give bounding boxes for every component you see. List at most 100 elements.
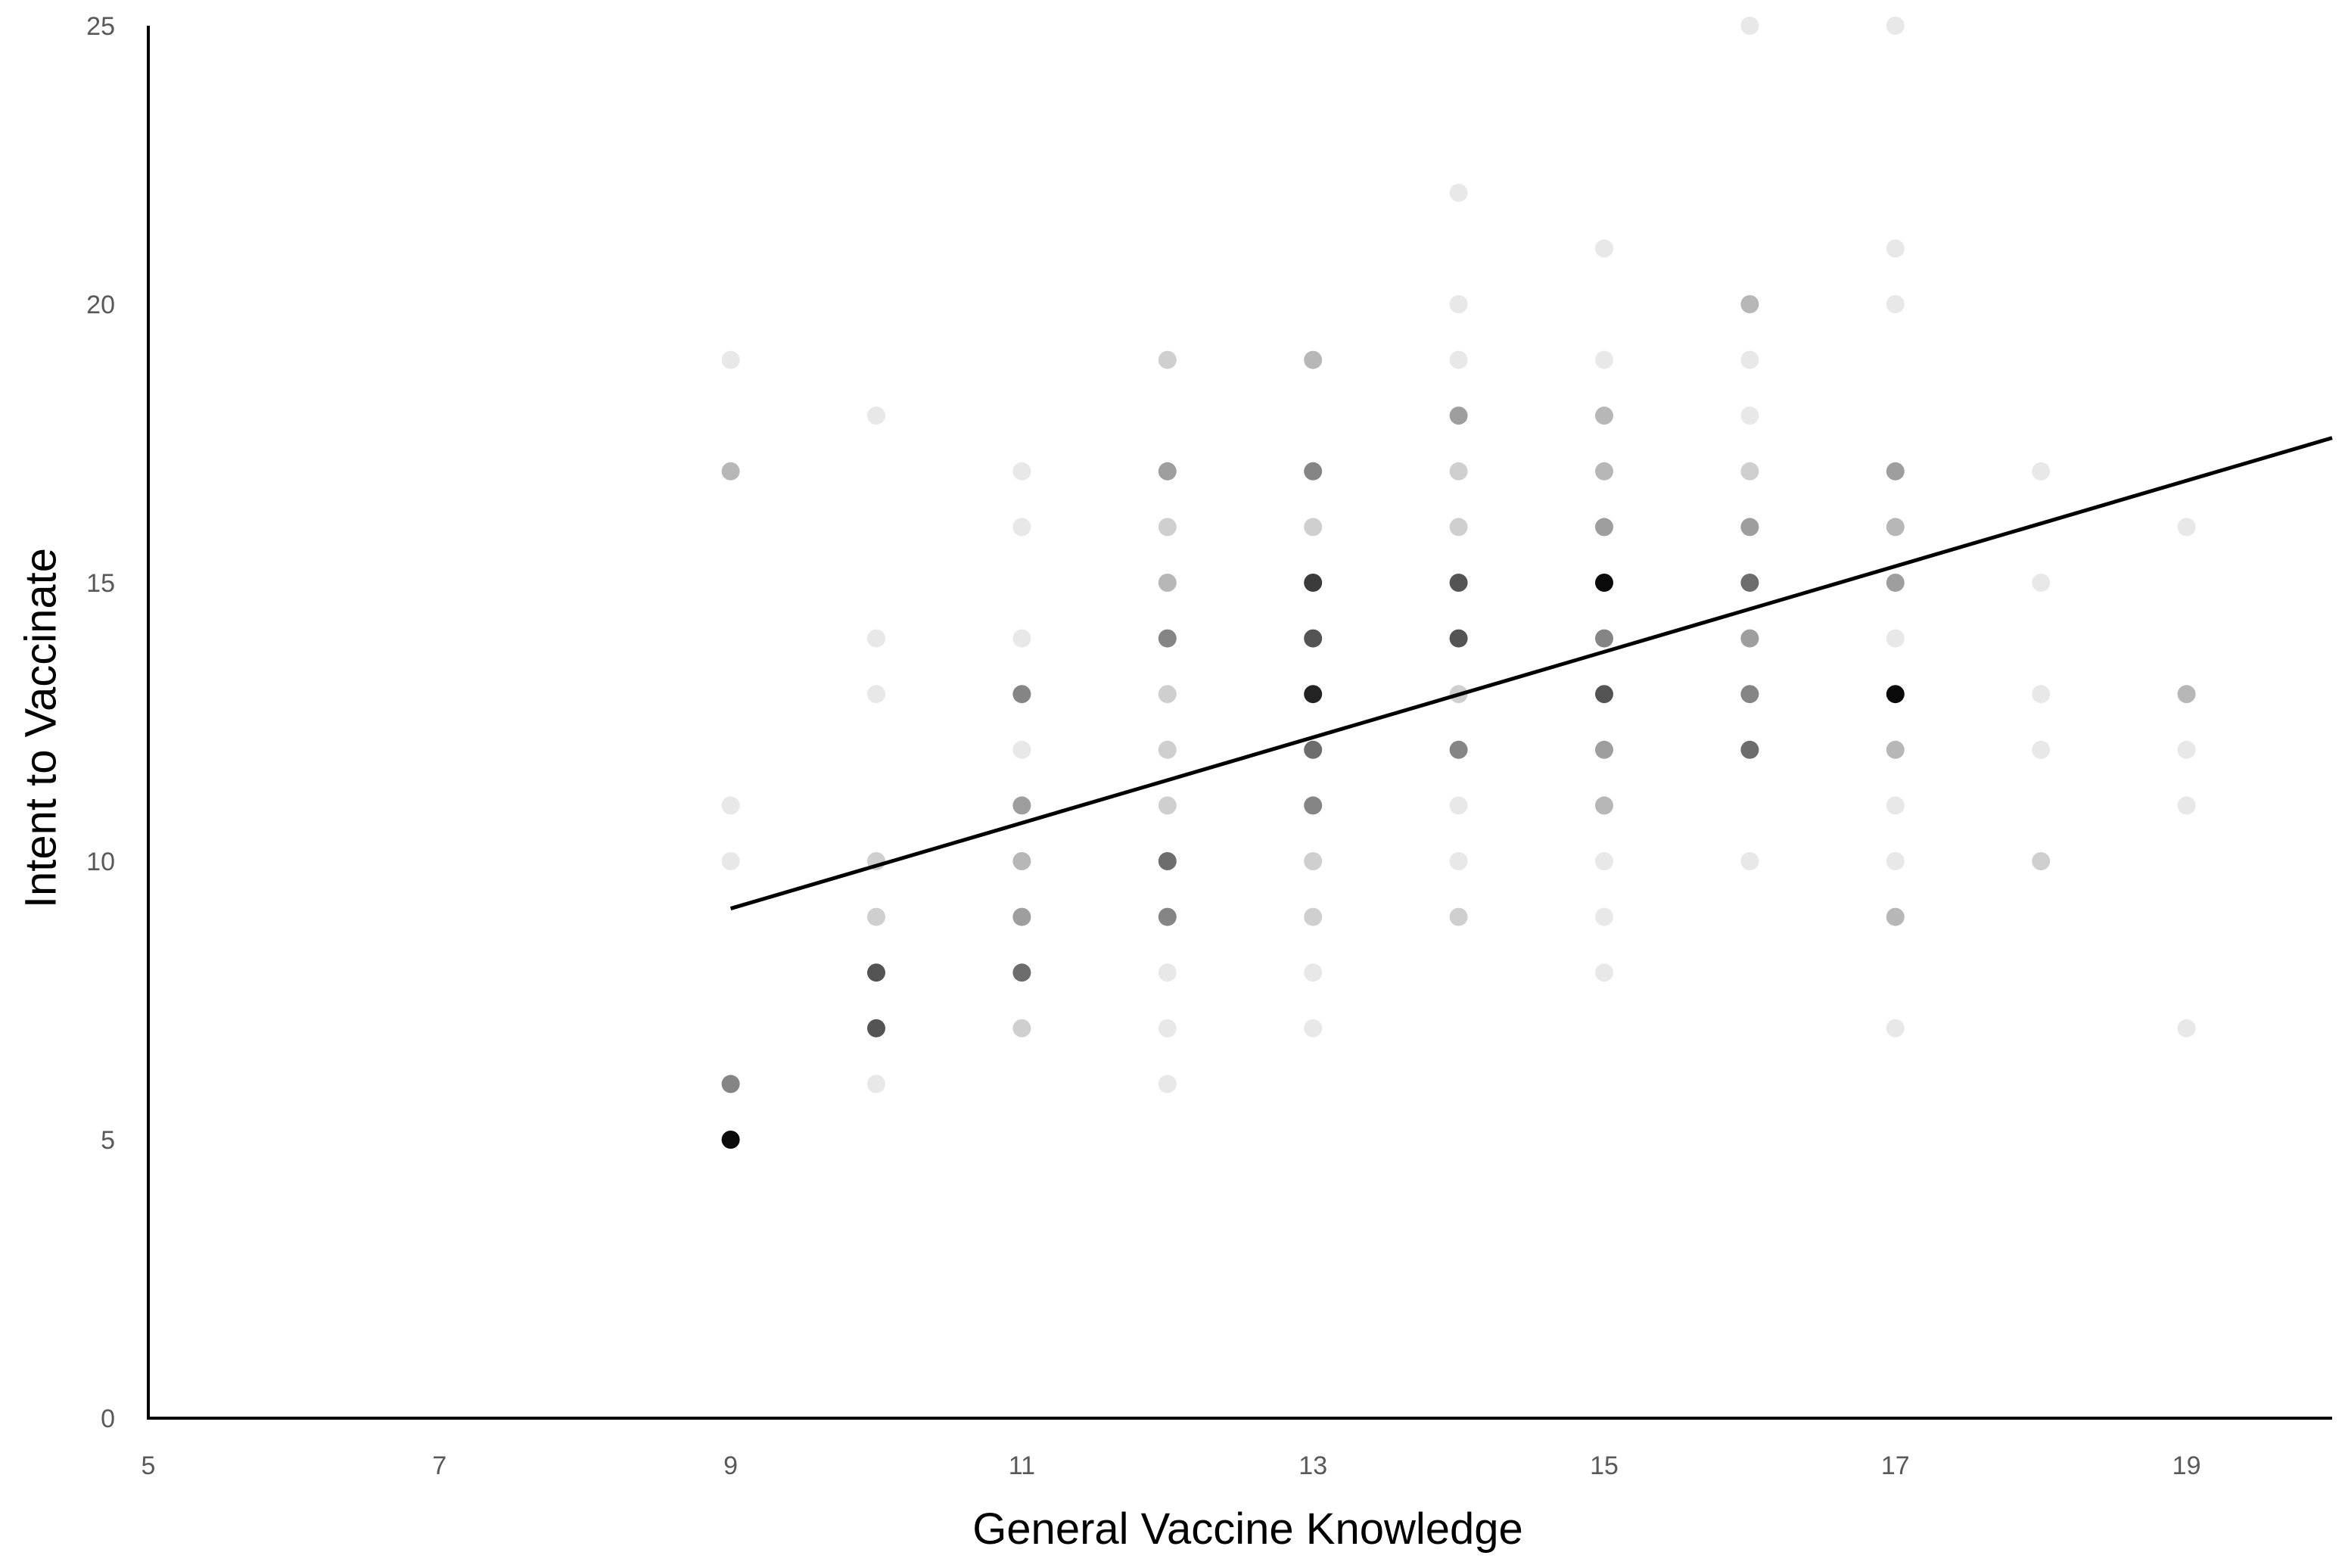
data-point bbox=[1886, 852, 1905, 870]
data-point bbox=[1449, 295, 1468, 313]
data-point bbox=[1304, 350, 1323, 369]
data-point bbox=[1886, 295, 1905, 313]
data-point bbox=[867, 1019, 885, 1038]
data-point bbox=[1304, 1019, 1323, 1038]
data-point bbox=[2177, 740, 2196, 759]
data-point bbox=[1740, 295, 1759, 313]
data-point bbox=[1886, 518, 1905, 537]
data-point bbox=[1595, 685, 1613, 704]
data-point bbox=[1449, 796, 1468, 815]
data-point bbox=[1886, 629, 1905, 648]
data-point bbox=[1304, 907, 1323, 926]
data-point bbox=[1158, 462, 1177, 481]
x-tick-label: 9 bbox=[723, 1451, 738, 1480]
data-point bbox=[1304, 462, 1323, 481]
data-point bbox=[2177, 685, 2196, 704]
data-point bbox=[1449, 574, 1468, 592]
data-point bbox=[1304, 852, 1323, 870]
data-point bbox=[1449, 183, 1468, 202]
data-point bbox=[2032, 574, 2051, 592]
x-tick-label: 11 bbox=[1009, 1451, 1035, 1480]
data-point bbox=[1158, 1019, 1177, 1038]
data-point bbox=[1886, 685, 1905, 704]
data-point bbox=[1886, 17, 1905, 35]
data-point bbox=[721, 462, 740, 481]
data-point bbox=[1740, 406, 1759, 425]
data-point bbox=[1886, 796, 1905, 815]
data-point bbox=[1595, 350, 1613, 369]
trendline bbox=[729, 436, 2333, 910]
data-point bbox=[1012, 740, 1031, 759]
data-point bbox=[1012, 963, 1031, 982]
data-point bbox=[1740, 685, 1759, 704]
data-point bbox=[721, 1131, 740, 1149]
y-tick-label: 15 bbox=[86, 569, 115, 598]
x-axis-title: General Vaccine Knowledge bbox=[972, 1504, 1523, 1554]
y-tick-label: 20 bbox=[86, 291, 115, 319]
x-tick-label: 19 bbox=[2172, 1451, 2201, 1480]
data-point bbox=[1158, 574, 1177, 592]
data-point bbox=[1158, 852, 1177, 870]
data-point bbox=[2032, 685, 2051, 704]
data-point bbox=[1595, 629, 1613, 648]
data-point bbox=[1158, 685, 1177, 704]
data-point bbox=[1595, 574, 1613, 592]
data-point bbox=[1449, 462, 1468, 481]
data-point bbox=[1740, 462, 1759, 481]
data-point bbox=[2032, 740, 2051, 759]
data-point bbox=[867, 1075, 885, 1094]
data-point bbox=[1595, 239, 1613, 258]
data-point bbox=[1304, 629, 1323, 648]
y-axis-title: Intent to Vaccinate bbox=[16, 548, 65, 908]
data-point bbox=[867, 629, 885, 648]
data-point bbox=[1012, 629, 1031, 648]
data-point bbox=[1449, 629, 1468, 648]
data-point bbox=[721, 1075, 740, 1094]
data-point bbox=[2032, 462, 2051, 481]
data-point bbox=[2177, 796, 2196, 815]
data-point bbox=[867, 406, 885, 425]
data-point bbox=[1158, 796, 1177, 815]
data-point bbox=[1012, 907, 1031, 926]
data-point bbox=[2177, 1019, 2196, 1038]
data-point bbox=[1012, 518, 1031, 537]
data-point bbox=[1595, 796, 1613, 815]
data-point bbox=[1886, 1019, 1905, 1038]
x-tick-label: 5 bbox=[142, 1451, 156, 1480]
data-point bbox=[1449, 406, 1468, 425]
data-point bbox=[1595, 740, 1613, 759]
x-tick-label: 15 bbox=[1590, 1451, 1619, 1480]
data-point bbox=[1012, 1019, 1031, 1038]
data-point bbox=[1158, 907, 1177, 926]
data-point bbox=[1595, 852, 1613, 870]
data-point bbox=[1012, 685, 1031, 704]
data-point bbox=[1449, 518, 1468, 537]
data-point bbox=[1595, 462, 1613, 481]
data-point bbox=[1595, 518, 1613, 537]
data-point bbox=[1740, 17, 1759, 35]
data-point bbox=[1886, 239, 1905, 258]
data-points bbox=[721, 17, 2196, 1149]
data-point bbox=[2032, 852, 2051, 870]
x-tick-label: 13 bbox=[1298, 1451, 1327, 1480]
data-point bbox=[1886, 462, 1905, 481]
data-point bbox=[1886, 740, 1905, 759]
data-point bbox=[1158, 350, 1177, 369]
data-point bbox=[1304, 518, 1323, 537]
data-point bbox=[1158, 1075, 1177, 1094]
data-point bbox=[1740, 740, 1759, 759]
data-point bbox=[1740, 852, 1759, 870]
data-point bbox=[1158, 518, 1177, 537]
data-point bbox=[1158, 740, 1177, 759]
data-point bbox=[1595, 907, 1613, 926]
data-point bbox=[1595, 406, 1613, 425]
y-axis-ticks: 0 5 10 15 20 25 bbox=[86, 12, 115, 1433]
data-point bbox=[1740, 518, 1759, 537]
data-point bbox=[1740, 350, 1759, 369]
data-point bbox=[1012, 462, 1031, 481]
x-axis-ticks: 5 7 9 11 13 15 17 19 bbox=[142, 1451, 2201, 1480]
data-point bbox=[867, 963, 885, 982]
data-point bbox=[867, 907, 885, 926]
data-point bbox=[867, 685, 885, 704]
data-point bbox=[1158, 629, 1177, 648]
